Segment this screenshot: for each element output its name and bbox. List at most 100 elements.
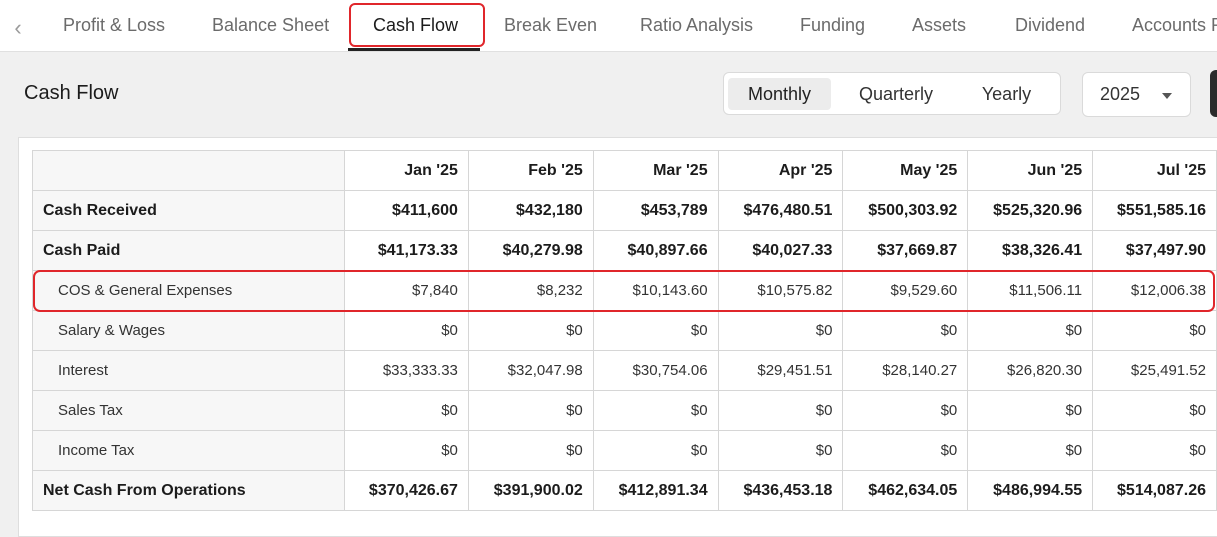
column-header: Jun '25 bbox=[967, 150, 1094, 191]
table-cell: $500,303.92 bbox=[842, 190, 969, 231]
table-cell: $30,754.06 bbox=[592, 350, 719, 391]
table-header-row: Jan '25 Feb '25 Mar '25 Apr '25 May '25 … bbox=[31, 150, 1217, 191]
period-quarterly-button[interactable]: Quarterly bbox=[858, 84, 934, 104]
table-row: Net Cash From Operations $370,426.67 $391,… bbox=[31, 470, 1217, 511]
table-cell: $0 bbox=[467, 390, 594, 431]
table-cell: $40,897.66 bbox=[592, 230, 719, 271]
table-cell: $28,140.27 bbox=[842, 350, 969, 391]
table-cell: $412,891.34 bbox=[592, 470, 719, 511]
row-label: Interest bbox=[31, 350, 346, 391]
table-cell: $33,333.33 bbox=[344, 350, 469, 391]
table-cell: $476,480.51 bbox=[717, 190, 844, 231]
period-monthly-button[interactable]: Monthly bbox=[728, 78, 831, 110]
table-cell: $525,320.96 bbox=[967, 190, 1094, 231]
table-cell: $0 bbox=[717, 390, 844, 431]
row-label: Cash Received bbox=[31, 190, 346, 231]
row-label: Salary & Wages bbox=[31, 310, 346, 351]
table-cell: $10,575.82 bbox=[717, 270, 844, 311]
table-cell: $9,529.60 bbox=[842, 270, 969, 311]
tab-break-even[interactable]: Break Even bbox=[504, 15, 598, 35]
row-label: Net Cash From Operations bbox=[31, 470, 346, 511]
column-header: Apr '25 bbox=[717, 150, 844, 191]
tab-accounts-receivable[interactable]: Accounts R bbox=[1132, 15, 1217, 35]
table-cell: $0 bbox=[717, 430, 844, 471]
row-label: COS & General Expenses bbox=[31, 270, 346, 311]
cash-flow-table: Jan '25 Feb '25 Mar '25 Apr '25 May '25 … bbox=[31, 150, 1217, 511]
action-button[interactable] bbox=[1210, 70, 1217, 117]
row-label: Income Tax bbox=[31, 430, 346, 471]
active-tab-indicator bbox=[348, 48, 480, 51]
table-row: Sales Tax $0 $0 $0 $0 $0 $0 $0 bbox=[31, 390, 1217, 431]
table-cell: $0 bbox=[967, 430, 1094, 471]
table-cell: $12,006.38 bbox=[1092, 270, 1217, 311]
table-row: Salary & Wages $0 $0 $0 $0 $0 $0 $0 bbox=[31, 310, 1217, 351]
table-cell: $25,491.52 bbox=[1092, 350, 1217, 391]
table-cell: $0 bbox=[592, 310, 719, 351]
table-cell: $0 bbox=[344, 390, 469, 431]
table-cell: $453,789 bbox=[592, 190, 719, 231]
table-cell: $0 bbox=[717, 310, 844, 351]
table-cell: $0 bbox=[592, 390, 719, 431]
table-cell: $0 bbox=[592, 430, 719, 471]
table-cell: $432,180 bbox=[467, 190, 594, 231]
table-row: Cash Paid $41,173.33 $40,279.98 $40,897.66 $… bbox=[31, 230, 1217, 271]
row-label: Cash Paid bbox=[31, 230, 346, 271]
year-select[interactable]: 2025 bbox=[1082, 72, 1191, 117]
table-cell: $0 bbox=[467, 310, 594, 351]
tab-cash-flow[interactable]: Cash Flow bbox=[373, 15, 459, 35]
table-cell: $0 bbox=[842, 310, 969, 351]
table-cell: $29,451.51 bbox=[717, 350, 844, 391]
table-cell: $26,820.30 bbox=[967, 350, 1094, 391]
period-toggle: Monthly Quarterly Yearly bbox=[723, 72, 1061, 115]
table-cell: $37,669.87 bbox=[842, 230, 969, 271]
table-cell: $0 bbox=[1092, 390, 1217, 431]
table-cell: $0 bbox=[344, 310, 469, 351]
tab-ratio-analysis[interactable]: Ratio Analysis bbox=[640, 15, 754, 35]
column-header: May '25 bbox=[842, 150, 969, 191]
table-cell: $37,497.90 bbox=[1092, 230, 1217, 271]
table-cell: $0 bbox=[1092, 310, 1217, 351]
report-tab-bar: ‹ Profit & Loss Balance Sheet Cash Flow … bbox=[0, 0, 1217, 52]
table-row: Interest $33,333.33 $32,047.98 $30,754.06 $2… bbox=[31, 350, 1217, 391]
table-cell: $38,326.41 bbox=[967, 230, 1094, 271]
table-row: COS & General Expenses $7,840 $8,232 $10,14… bbox=[31, 270, 1217, 311]
page-title: Cash Flow bbox=[24, 82, 119, 104]
table-row: Cash Received $411,600 $432,180 $453,789 $47… bbox=[31, 190, 1217, 231]
tab-dividend[interactable]: Dividend bbox=[1015, 15, 1086, 35]
table-cell: $391,900.02 bbox=[467, 470, 594, 511]
column-header: Mar '25 bbox=[592, 150, 719, 191]
table-cell: $462,634.05 bbox=[842, 470, 969, 511]
table-cell: $436,453.18 bbox=[717, 470, 844, 511]
table-row: Income Tax $0 $0 $0 $0 $0 $0 $0 bbox=[31, 430, 1217, 471]
chevron-left-icon[interactable]: ‹ bbox=[14, 15, 22, 40]
caret-down-icon bbox=[1162, 93, 1172, 99]
table-cell: $551,585.16 bbox=[1092, 190, 1217, 231]
row-label: Sales Tax bbox=[31, 390, 346, 431]
period-yearly-button[interactable]: Yearly bbox=[981, 84, 1032, 104]
table-cell: $40,027.33 bbox=[717, 230, 844, 271]
table-cell: $0 bbox=[1092, 430, 1217, 471]
tab-profit-loss[interactable]: Profit & Loss bbox=[63, 15, 166, 35]
table-cell: $11,506.11 bbox=[967, 270, 1094, 311]
table-cell: $0 bbox=[842, 430, 969, 471]
header-label-cell bbox=[31, 150, 346, 191]
year-select-value: 2025 bbox=[1100, 84, 1141, 104]
table-cell: $10,143.60 bbox=[592, 270, 719, 311]
table-cell: $370,426.67 bbox=[344, 470, 469, 511]
tab-assets[interactable]: Assets bbox=[912, 15, 967, 35]
table-cell: $0 bbox=[967, 390, 1094, 431]
table-cell: $411,600 bbox=[344, 190, 469, 231]
table-cell: $41,173.33 bbox=[344, 230, 469, 271]
table-cell: $40,279.98 bbox=[467, 230, 594, 271]
table-cell: $486,994.55 bbox=[967, 470, 1094, 511]
table-cell: $8,232 bbox=[467, 270, 594, 311]
table-cell: $0 bbox=[344, 430, 469, 471]
column-header: Jan '25 bbox=[344, 150, 469, 191]
table-cell: $514,087.26 bbox=[1092, 470, 1217, 511]
table-cell: $0 bbox=[967, 310, 1094, 351]
table-cell: $0 bbox=[467, 430, 594, 471]
table-cell: $7,840 bbox=[344, 270, 469, 311]
column-header: Jul '25 bbox=[1092, 150, 1217, 191]
tab-balance-sheet[interactable]: Balance Sheet bbox=[212, 15, 330, 35]
tab-funding[interactable]: Funding bbox=[800, 15, 866, 35]
